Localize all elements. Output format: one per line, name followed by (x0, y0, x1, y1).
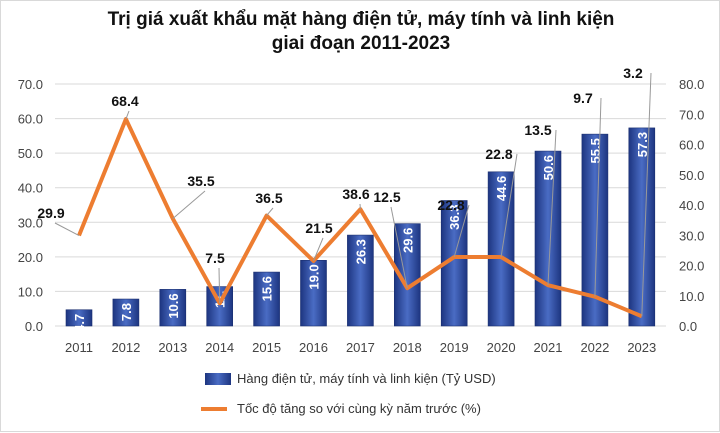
x-axis-tick: 2020 (487, 340, 516, 355)
line-label: 22.8 (485, 146, 512, 162)
x-axis-tick: 2016 (299, 340, 328, 355)
right-axis-tick: 40.0 (679, 198, 704, 213)
bar-label: 19.0 (307, 264, 322, 289)
left-axis-tick: 50.0 (18, 146, 43, 161)
line-label: 21.5 (305, 220, 332, 236)
right-axis-tick: 80.0 (679, 77, 704, 92)
bar-label: 7.8 (119, 303, 134, 321)
left-axis-tick: 0.0 (25, 319, 43, 334)
left-axis-tick: 20.0 (18, 250, 43, 265)
right-axis-tick: 30.0 (679, 228, 704, 243)
right-axis-tick: 20.0 (679, 259, 704, 274)
leader-line (55, 223, 79, 236)
line-label: 68.4 (111, 93, 138, 109)
x-axis-tick: 2018 (393, 340, 422, 355)
line-label: 36.5 (255, 190, 282, 206)
right-axis-tick: 10.0 (679, 289, 704, 304)
line-label: 12.5 (373, 189, 400, 205)
bar-label: 4.7 (72, 314, 87, 332)
line-label: 13.5 (524, 122, 551, 138)
line-label: 29.9 (37, 205, 64, 221)
bar-label: 44.6 (494, 176, 509, 201)
line-label: 9.7 (573, 90, 593, 106)
x-axis-tick: 2014 (205, 340, 234, 355)
left-axis-tick: 60.0 (18, 112, 43, 127)
legend-bar-label: Hàng điện tử, máy tính và linh kiện (Tỷ … (237, 371, 496, 386)
leader-line (173, 191, 205, 219)
left-axis-tick: 10.0 (18, 284, 43, 299)
leader-line (219, 268, 220, 303)
line-label: 22.8 (437, 197, 464, 213)
right-axis-tick: 60.0 (679, 138, 704, 153)
left-axis-tick: 40.0 (18, 181, 43, 196)
bar-label: 15.6 (260, 276, 275, 301)
line-label: 3.2 (623, 65, 643, 81)
x-axis-tick: 2012 (111, 340, 140, 355)
line-label: 7.5 (205, 250, 225, 266)
x-axis-tick: 2015 (252, 340, 281, 355)
legend-line-label: Tốc độ tăng so với cùng kỳ năm trước (%) (237, 401, 481, 416)
x-axis-tick: 2023 (627, 340, 656, 355)
x-axis-tick: 2013 (158, 340, 187, 355)
right-axis-tick: 50.0 (679, 168, 704, 183)
bar-label: 55.5 (588, 138, 603, 163)
bar-label: 10.6 (166, 293, 181, 318)
bar-label: 29.6 (400, 228, 415, 253)
left-axis-tick: 70.0 (18, 77, 43, 92)
line-label: 38.6 (342, 186, 369, 202)
right-axis-tick: 0.0 (679, 319, 697, 334)
x-axis-tick: 2011 (65, 340, 93, 355)
x-axis-tick: 2017 (346, 340, 375, 355)
right-axis-tick: 70.0 (679, 107, 704, 122)
x-axis-tick: 2019 (440, 340, 469, 355)
x-axis-tick: 2021 (534, 340, 563, 355)
line-label: 35.5 (187, 173, 214, 189)
x-axis-tick: 2022 (580, 340, 609, 355)
bar-label: 26.3 (353, 239, 368, 264)
leader-line (267, 208, 273, 216)
